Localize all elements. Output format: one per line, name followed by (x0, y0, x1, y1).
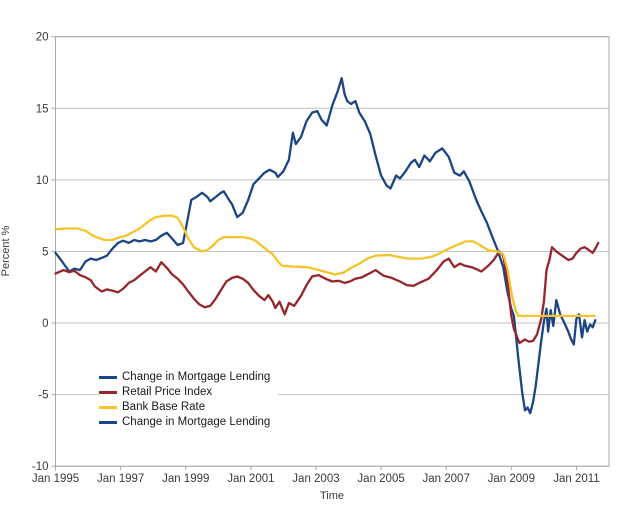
series-line-retail-price-index (54, 241, 600, 345)
legend-item: Retail Price Index (99, 385, 270, 400)
y-axis-title: Percent % (0, 225, 12, 277)
legend-label: Bank Base Rate (122, 401, 206, 413)
y-tick-label: 20 (36, 32, 49, 44)
y-tick-label: 0 (42, 318, 48, 330)
plot-border (55, 36, 610, 467)
x-tick-label: Jan 2009 (488, 473, 535, 485)
legend-item: Change in Mortgage Lending (99, 370, 270, 385)
series-line-bank-base-rate (54, 214, 596, 318)
x-tick-label: Jan 2005 (357, 473, 404, 485)
x-tick-label: Jan 2001 (227, 473, 274, 485)
legend-label: Retail Price Index (122, 386, 213, 398)
y-tick-label: -5 (38, 390, 48, 402)
legend-swatch (99, 421, 117, 424)
x-tick-label: Jan 1997 (97, 473, 144, 485)
x-tick-label: Jan 2007 (423, 473, 470, 485)
legend-swatch (99, 406, 117, 409)
x-tick-label: Jan 2003 (292, 473, 339, 485)
series-line-change-in-mortgage-lending (54, 77, 597, 415)
legend-label: Change in Mortgage Lending (122, 416, 271, 428)
y-tick-label: 5 (42, 246, 48, 258)
legend-item: Change in Mortgage Lending (99, 415, 270, 430)
x-axis-title: Time (319, 490, 345, 502)
x-tick-label: Jan 1995 (32, 473, 79, 485)
y-tick-label: 10 (36, 175, 49, 187)
legend: Change in Mortgage Lending Retail Price I… (99, 369, 279, 432)
legend-swatch (99, 376, 117, 379)
y-tick-label: 15 (36, 103, 49, 115)
legend-item: Bank Base Rate (99, 400, 270, 415)
x-tick-label: Jan 2011 (553, 473, 599, 485)
x-tick-label: Jan 1999 (162, 473, 209, 485)
y-tick-label: -10 (32, 461, 49, 473)
legend-swatch (99, 391, 117, 394)
legend-label: Change in Mortgage Lending (122, 371, 271, 383)
